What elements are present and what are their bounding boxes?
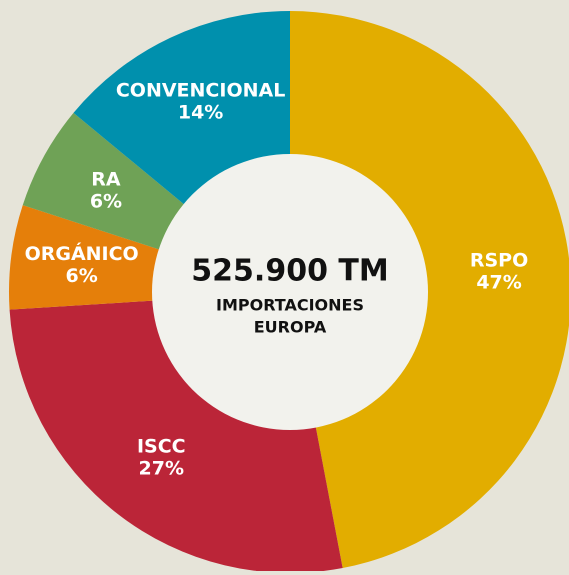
slice-label: RSPO: [470, 250, 528, 272]
center-subtitle: EUROPA: [254, 318, 327, 337]
slice-value: 6%: [90, 190, 122, 212]
slice-label: ORGÁNICO: [25, 242, 139, 265]
slice-label: ISCC: [137, 435, 186, 457]
slice-value: 6%: [66, 265, 98, 287]
slice-value: 27%: [139, 457, 184, 479]
slice-value: 47%: [476, 272, 521, 294]
slice: [290, 11, 569, 569]
slice-value: 14%: [178, 101, 223, 123]
slice-label: CONVENCIONAL: [116, 79, 285, 101]
center-subtitle: IMPORTACIONES: [216, 296, 364, 315]
donut-hole: [152, 154, 428, 430]
slice-label: RA: [91, 168, 121, 190]
center-title: 525.900 TM: [191, 254, 388, 289]
